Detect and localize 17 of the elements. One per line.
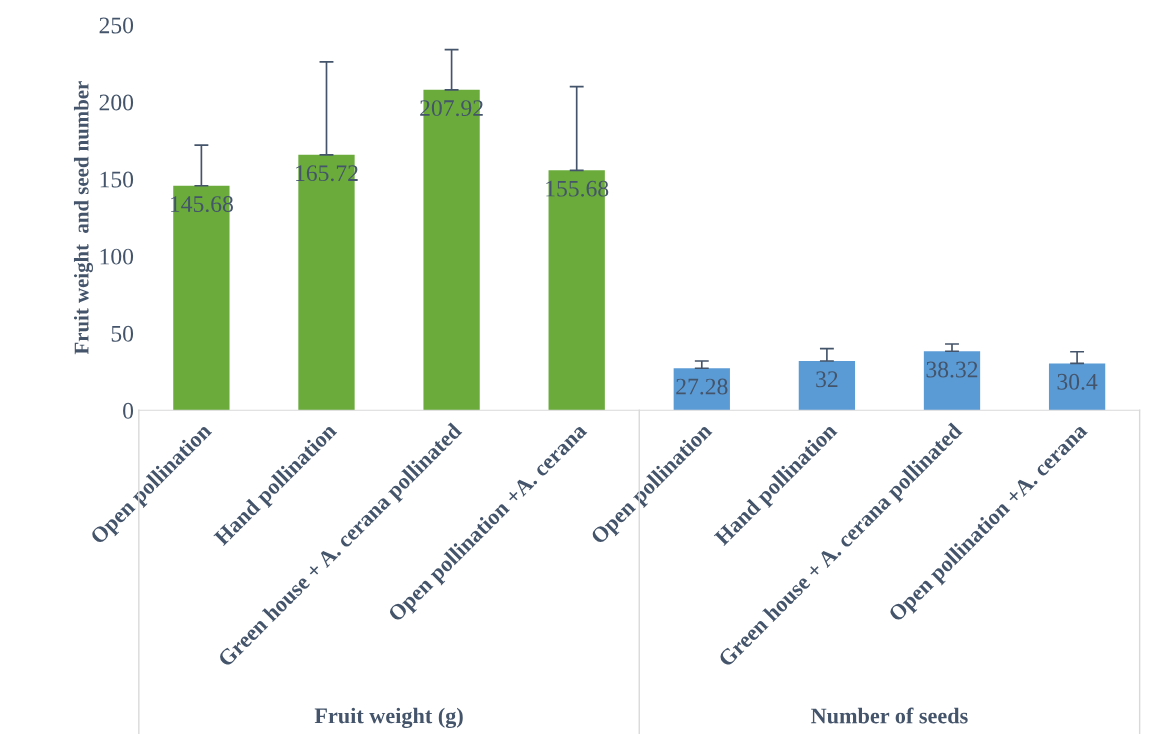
bar — [798, 360, 856, 411]
y-axis-title: Fruit weight and seed number — [73, 81, 94, 355]
text: Fruit weight (g) — [314, 707, 463, 729]
bar — [923, 351, 981, 411]
y-tick-label: 50 — [111, 325, 134, 342]
y-tick-label: 200 — [99, 94, 134, 111]
y-tick-label: 100 — [100, 248, 134, 265]
bar — [1048, 363, 1106, 411]
data-label: 30.4 — [1057, 373, 1098, 390]
data-label: 38.32 — [926, 361, 978, 378]
data-label: 27.28 — [676, 378, 728, 395]
bar — [673, 368, 730, 411]
text: Number of seeds — [811, 707, 968, 724]
data-label: 32 — [816, 371, 838, 388]
y-tick-label: 150 — [100, 171, 134, 188]
y-tick-label: 0 — [123, 402, 134, 419]
y-tick-label: 250 — [99, 17, 134, 34]
